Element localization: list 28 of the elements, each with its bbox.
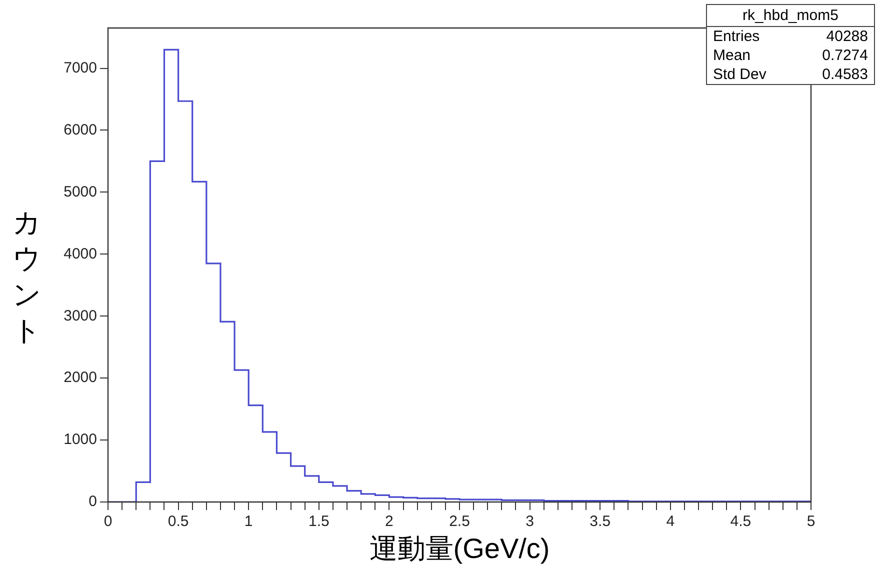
x-tick-label: 2.5 xyxy=(449,513,470,530)
x-tick-label: 3.5 xyxy=(590,513,611,530)
y-tick-label: 7000 xyxy=(64,59,97,76)
y-tick-label: 1000 xyxy=(64,431,97,448)
x-tick-label: 3 xyxy=(526,513,534,530)
y-tick-label: 0 xyxy=(88,493,97,510)
text: 0.4583 xyxy=(822,66,868,83)
x-axis-title: 運動量(GeV/c) xyxy=(368,532,551,566)
x-tick-label: 0.5 xyxy=(168,513,189,530)
y-tick-label: 4000 xyxy=(64,245,97,262)
x-tick-label: 1.5 xyxy=(308,513,330,530)
x-tick-label: 0 xyxy=(104,513,112,530)
y-tick-label: 5000 xyxy=(64,183,97,200)
annotation: Std Dev xyxy=(713,66,766,83)
x-tick-label: 4.5 xyxy=(730,513,752,530)
annotation: Entries xyxy=(713,28,760,45)
y-tick-label: 3000 xyxy=(64,307,97,324)
x-tick-label: 1 xyxy=(244,513,253,530)
annotation: Mean xyxy=(713,47,751,64)
x-tick-label: 4 xyxy=(666,513,675,530)
y-axis-title: カウント xyxy=(12,206,42,348)
text: rk_hbd_mom5 xyxy=(707,5,874,27)
y-tick-label: 2000 xyxy=(64,369,97,386)
text: 0.7274 xyxy=(822,47,868,64)
x-tick-label: 5 xyxy=(806,513,816,530)
x-tick-label: 2 xyxy=(385,513,394,530)
text: 40288 xyxy=(826,28,868,45)
y-tick-label: 6000 xyxy=(64,121,97,138)
